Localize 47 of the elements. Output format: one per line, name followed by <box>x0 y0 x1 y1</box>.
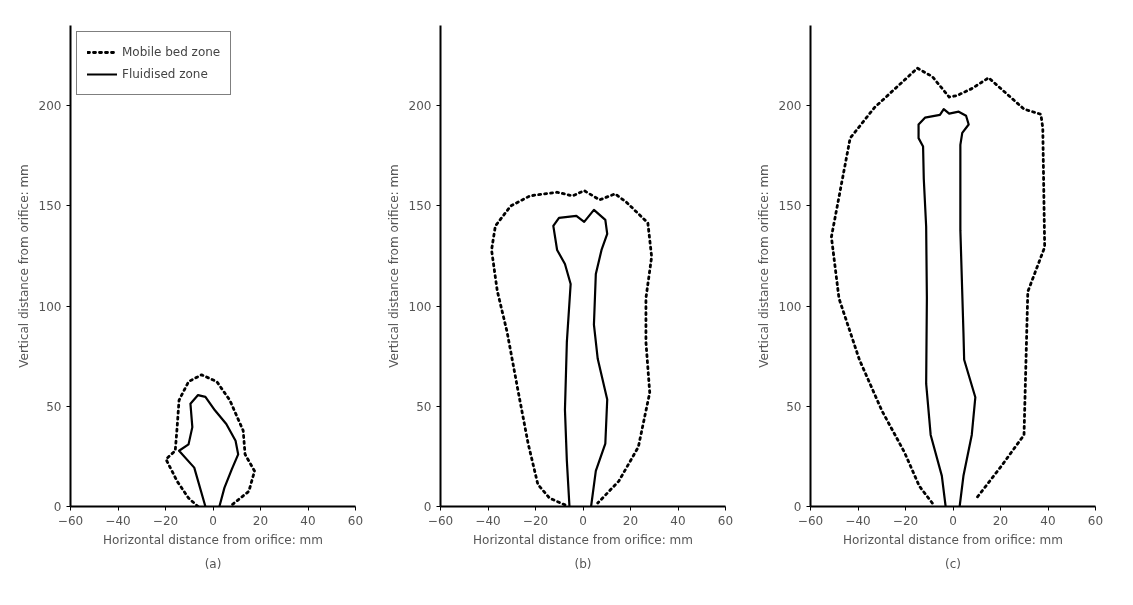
y-tick-label: 0 <box>423 500 432 514</box>
x-tick-label: −60 <box>797 513 824 528</box>
x-tick-label: 0 <box>209 513 217 528</box>
x-tick-label: −40 <box>105 513 131 528</box>
x-tick-label: 20 <box>622 513 639 528</box>
y-tick-label: 50 <box>786 399 802 414</box>
x-tick-label: 20 <box>992 513 1009 528</box>
text: (c) <box>945 556 961 571</box>
x-axis-title: Horizontal distance from orifice: mm <box>843 532 1063 547</box>
y-axis-title: Vertical distance from orifice: mm <box>386 164 401 368</box>
legend-label: Fluidised zone <box>122 67 208 81</box>
text: (a) <box>204 556 222 571</box>
y-tick-label: 150 <box>778 199 802 214</box>
x-tick-label: −20 <box>152 513 179 528</box>
y-tick-label: 200 <box>38 99 62 114</box>
x-tick-label: −40 <box>475 513 501 528</box>
x-tick-label: 60 <box>717 513 734 528</box>
x-tick-label: 0 <box>579 513 587 528</box>
y-axis-title: Vertical distance from orifice: mm <box>756 164 771 368</box>
x-tick-label: 60 <box>347 513 364 528</box>
x-axis-title: Horizontal distance from orifice: mm <box>103 532 323 547</box>
x-tick-label: −40 <box>845 513 871 528</box>
x-tick-label: 40 <box>300 513 316 528</box>
y-tick-label: 50 <box>46 399 62 414</box>
y-tick-label: 200 <box>778 99 802 114</box>
y-tick-label: 50 <box>416 399 432 414</box>
x-axis-title: Horizontal distance from orifice: mm <box>473 532 693 547</box>
y-tick-label: 100 <box>408 299 432 314</box>
x-tick-label: −20 <box>522 513 549 528</box>
x-tick-label: 40 <box>1040 513 1056 528</box>
x-tick-label: 60 <box>1087 513 1104 528</box>
text: (b) <box>574 556 592 571</box>
x-tick-label: −20 <box>892 513 919 528</box>
y-axis-title: Vertical distance from orifice: mm <box>16 164 31 368</box>
x-tick-label: 40 <box>670 513 686 528</box>
y-tick-label: 150 <box>38 199 62 214</box>
y-tick-label: 100 <box>38 299 62 314</box>
y-tick-label: 100 <box>778 299 802 314</box>
x-tick-label: −60 <box>57 513 84 528</box>
x-tick-label: 20 <box>252 513 269 528</box>
legend-label: Mobile bed zone <box>122 45 221 59</box>
y-tick-label: 0 <box>53 500 62 514</box>
x-tick-label: 0 <box>949 513 957 528</box>
y-tick-label: 150 <box>408 199 432 214</box>
y-tick-label: 0 <box>793 500 802 514</box>
y-tick-label: 200 <box>408 99 432 114</box>
x-tick-label: −60 <box>427 513 454 528</box>
